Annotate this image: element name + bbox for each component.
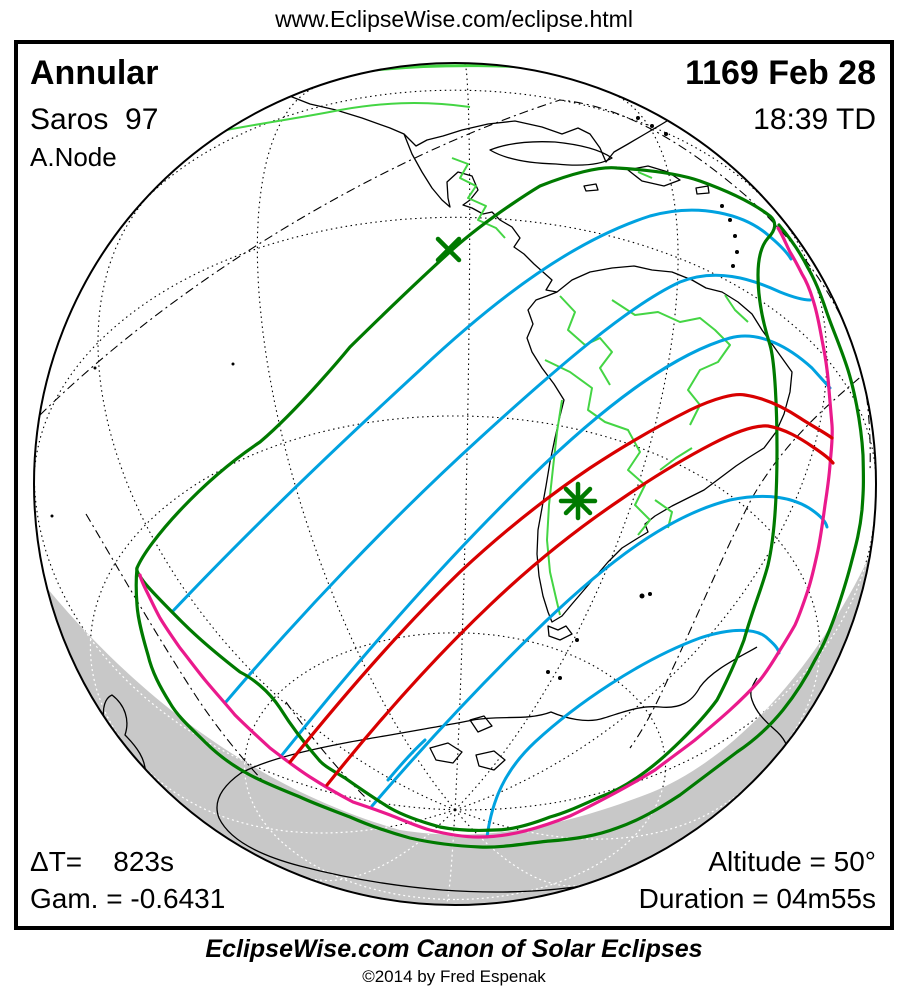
penumbral-limit-outer bbox=[134, 223, 866, 849]
eclipse-curves bbox=[134, 166, 866, 849]
saros-label: Saros 97 bbox=[30, 103, 159, 136]
greatest-eclipse-marker-icon bbox=[558, 481, 598, 521]
copyright-text: ©2014 by Fred Espenak bbox=[362, 967, 546, 986]
eclipse-date-label: 1169 Feb 28 bbox=[685, 54, 876, 92]
source-url-text: www.EclipseWise.com/eclipse.html bbox=[275, 6, 633, 32]
altitude-label: Altitude = 50° bbox=[708, 846, 876, 877]
coastline-north-america bbox=[281, 92, 681, 163]
central-path-limits bbox=[288, 392, 835, 787]
map-frame-border bbox=[14, 40, 894, 930]
graticule-line bbox=[454, 510, 876, 811]
gamma-label: Gam. = -0.6431 bbox=[30, 883, 226, 914]
penumbral-limit-curves bbox=[134, 166, 866, 849]
canada-border bbox=[191, 102, 471, 138]
coastline-cuba bbox=[489, 141, 613, 166]
chile-argentina-border bbox=[546, 399, 563, 616]
coastline-hispaniola bbox=[627, 165, 681, 187]
coastline-ross-area bbox=[469, 715, 493, 733]
node-label: A.Node bbox=[30, 142, 117, 172]
annular-path-north-limit bbox=[288, 392, 834, 764]
sunrise-sunset-curve bbox=[138, 226, 834, 839]
coastline-ice-shelf bbox=[429, 742, 463, 764]
graticule-line bbox=[445, 809, 456, 905]
coastline-jamaica bbox=[583, 183, 599, 192]
eclipse-time-label: 18:39 TD bbox=[753, 103, 876, 136]
coastline-tierra-del-fuego bbox=[547, 625, 573, 641]
graticule-line bbox=[138, 89, 772, 206]
graticule-line bbox=[137, 760, 456, 834]
markers bbox=[435, 236, 598, 521]
delta-t-label: ΔT= 823s bbox=[30, 846, 174, 877]
small-islands bbox=[50, 116, 739, 680]
coastline-puerto-rico bbox=[695, 185, 710, 195]
graticule-line bbox=[454, 218, 828, 811]
eclipse-type-label: Annular bbox=[30, 54, 159, 92]
maximum-eclipse-time-curves bbox=[170, 208, 832, 839]
graticule-line bbox=[454, 93, 679, 811]
x-marker-icon bbox=[435, 236, 462, 263]
night-shading bbox=[47, 555, 870, 905]
duration-label: Duration = 04m55s bbox=[638, 883, 876, 914]
coastline-ice-shelf-2 bbox=[475, 750, 506, 771]
canon-title: EclipseWise.com Canon of Solar Eclipses bbox=[205, 935, 703, 963]
dashed-reference-lines bbox=[39, 99, 875, 799]
coastline-south-america bbox=[526, 265, 793, 623]
annular-path-south-limit bbox=[325, 424, 835, 787]
graticule-line bbox=[256, 85, 456, 811]
graticule-line bbox=[97, 192, 456, 811]
globe-limb bbox=[33, 62, 877, 906]
penumbral-limit-inner bbox=[135, 166, 779, 832]
coastline-central-america bbox=[403, 133, 558, 293]
